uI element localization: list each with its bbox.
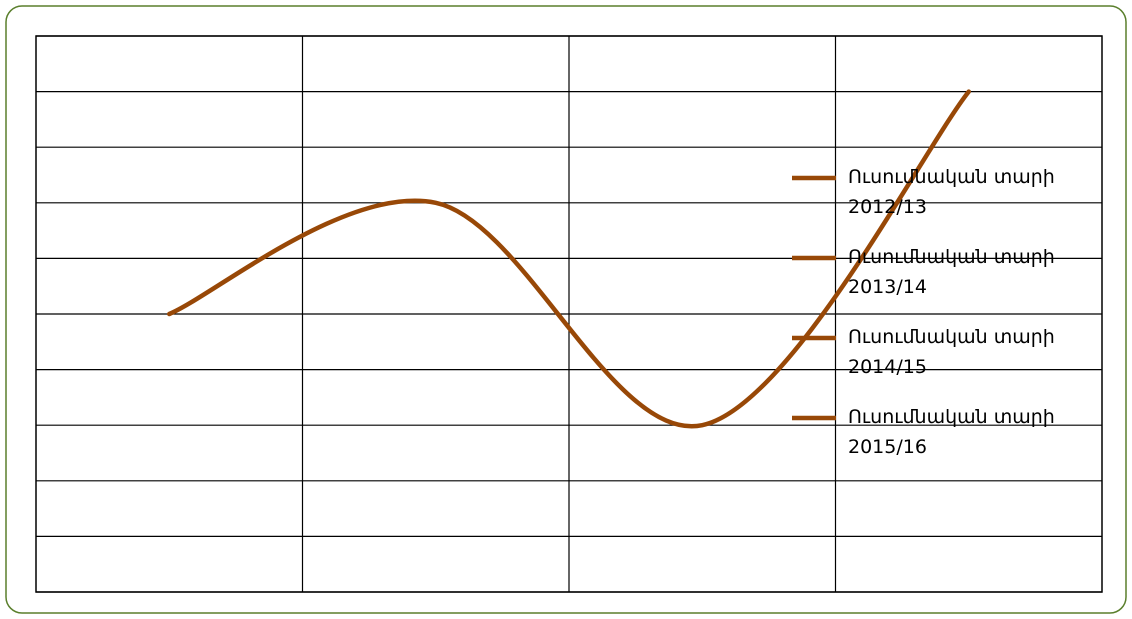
legend-label: Ուսումնական տարի 2012/13 — [848, 166, 1055, 218]
chart-border — [5, 5, 1127, 614]
legend-label: Ուսումնական տարի 2013/14 — [848, 246, 1055, 298]
legend-label: Ուսումնական տարի 2015/16 — [848, 406, 1055, 458]
legend-label: Ուսումնական տարի 2014/15 — [848, 326, 1055, 378]
line-series — [167, 89, 971, 429]
